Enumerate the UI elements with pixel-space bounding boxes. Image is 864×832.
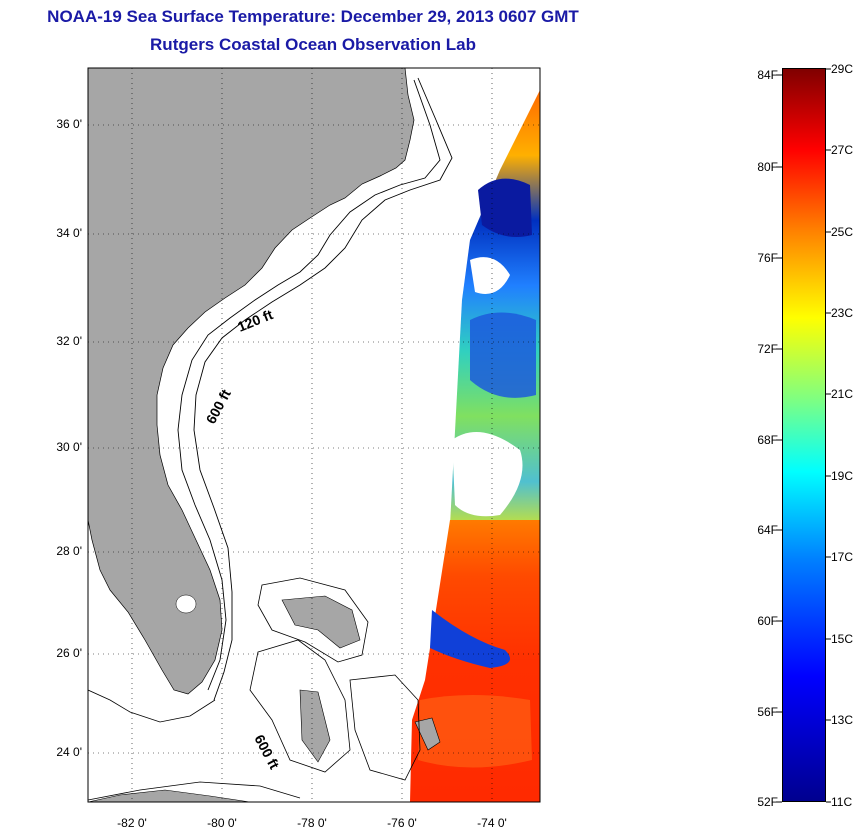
map-frame — [87, 67, 541, 803]
colorbar-c-label: 29C — [831, 62, 854, 76]
bahamas-contour-label: 600 ft — [251, 732, 282, 772]
colorbar-f-label: 72F — [757, 342, 778, 356]
colorbar-c-label: 21C — [831, 387, 854, 401]
lat-tick-label: 36 0' — [56, 117, 82, 131]
bahamas-bank-contour — [249, 639, 351, 773]
colorbar-f-label: 80F — [757, 160, 778, 174]
colorbar-f-label: 64F — [757, 523, 778, 537]
graticule — [88, 68, 540, 802]
lon-tick-label: -78 0' — [297, 816, 327, 830]
lake-okeechobee — [175, 594, 197, 614]
map-title: NOAA-19 Sea Surface Temperature: Decembe… — [47, 7, 579, 26]
lon-tick-label: -76 0' — [387, 816, 417, 830]
lat-tick-label: 30 0' — [56, 440, 82, 454]
colorbar-ticks — [776, 68, 831, 803]
colorbar-c-label: 27C — [831, 143, 854, 157]
lon-tick-label: -80 0' — [207, 816, 237, 830]
cloud-gap — [470, 257, 510, 294]
colorbar-c-label: 15C — [831, 632, 854, 646]
cold-patch — [470, 312, 536, 398]
colorbar-c-label: 25C — [831, 225, 854, 239]
colorbar-c-label: 13C — [831, 713, 854, 727]
bahamas-land — [299, 689, 331, 763]
lon-tick-label: -74 0' — [477, 816, 507, 830]
colorbar-c-label: 17C — [831, 550, 854, 564]
lat-tick-label: 26 0' — [56, 646, 82, 660]
cold-patch — [478, 178, 532, 238]
colorbar-f-label: 84F — [757, 68, 778, 82]
cuba-land — [88, 789, 251, 802]
lat-tick-label: 24 0' — [56, 745, 82, 759]
bahamas-land — [414, 717, 441, 751]
colorbar-c-label: 19C — [831, 469, 854, 483]
lat-tick-label: 32 0' — [56, 334, 82, 348]
lat-tick-label: 28 0' — [56, 544, 82, 558]
bahamas-land — [281, 595, 361, 649]
colorbar-f-label: 68F — [757, 433, 778, 447]
slope-contour-600ft — [193, 77, 453, 701]
lon-tick-label: -82 0' — [117, 816, 147, 830]
shelf-contour-120ft — [177, 79, 441, 691]
temperature-colorbar — [782, 68, 826, 802]
cold-patch — [430, 610, 510, 668]
cloud-gap — [452, 432, 523, 517]
colorbar-f-label: 56F — [757, 705, 778, 719]
warm-patch — [418, 695, 532, 768]
bahamas-bank-contour — [349, 674, 421, 781]
keys-contour — [88, 689, 216, 723]
lat-tick-label: 34 0' — [56, 226, 82, 240]
colorbar-c-label: 11C — [831, 795, 853, 809]
colorbar-c-label: 23C — [831, 306, 854, 320]
colorbar-f-label: 76F — [757, 251, 778, 265]
colorbar-f-label: 52F — [757, 795, 778, 809]
slope-contour-label: 600 ft — [203, 386, 234, 426]
map-subtitle: Rutgers Coastal Ocean Observation Lab — [150, 35, 476, 54]
cuba-contour — [88, 781, 301, 801]
southeast-us-land — [88, 68, 415, 695]
bahamas-bank-contour — [257, 577, 369, 663]
colorbar-f-label: 60F — [757, 614, 778, 628]
